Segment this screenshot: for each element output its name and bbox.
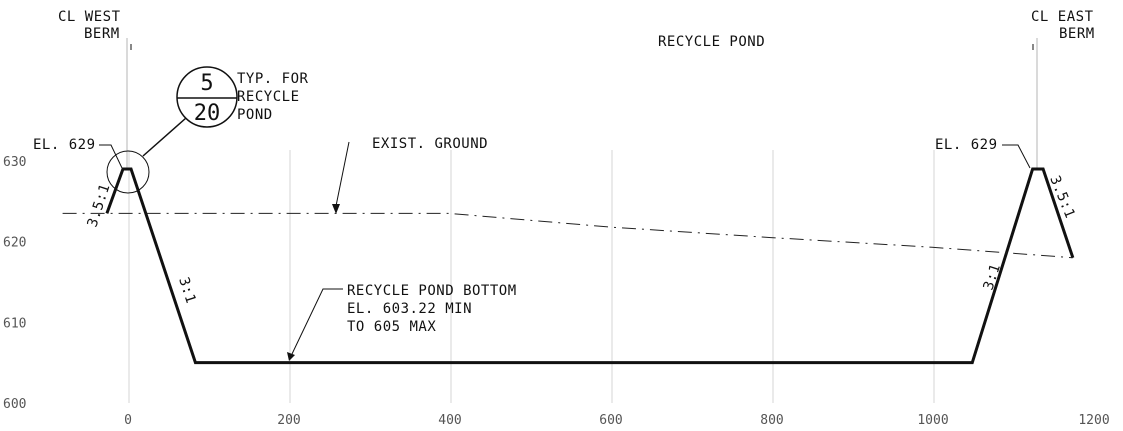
east-cl-label-2: BERM bbox=[1059, 26, 1095, 42]
detail-leader bbox=[142, 117, 187, 157]
pond-bottom-note-1: RECYCLE POND BOTTOM bbox=[347, 283, 517, 299]
exist-ground-leader bbox=[335, 141, 350, 207]
exist-ground-label: EXIST. GROUND bbox=[372, 136, 488, 152]
detail-bubble bbox=[176, 66, 238, 128]
east-cl-label-1: CL EAST bbox=[1031, 9, 1094, 25]
pond-profile-line bbox=[105, 167, 1075, 365]
typ-note-1: TYP. FOR bbox=[237, 71, 309, 87]
pond-bottom-arrowhead bbox=[287, 352, 295, 361]
x-tick-label: 600 bbox=[599, 413, 622, 428]
east-elevation-label: EL. 629 bbox=[935, 137, 998, 153]
west-cl-label-2: BERM bbox=[84, 26, 120, 42]
pond-bottom-note-2: EL. 603.22 MIN bbox=[347, 301, 472, 317]
slope-east-inner: 3:1 bbox=[981, 262, 1004, 292]
grid-layer bbox=[128, 150, 935, 403]
detail-target-circle bbox=[106, 150, 150, 194]
detail-bubble-top: 5 bbox=[200, 71, 213, 96]
x-tick-label: 1200 bbox=[1078, 413, 1109, 428]
y-tick-label: 610 bbox=[3, 316, 26, 331]
exist-ground-arrowhead bbox=[332, 204, 340, 214]
typ-note-2: RECYCLE bbox=[237, 89, 300, 105]
pond-bottom-leader bbox=[291, 288, 343, 355]
x-tick-label: 1000 bbox=[917, 413, 948, 428]
pond-bottom-note-3: TO 605 MAX bbox=[347, 319, 436, 335]
x-tick-label: 200 bbox=[277, 413, 300, 428]
west-cl-label-1: CL WEST bbox=[58, 9, 121, 25]
y-tick-label: 600 bbox=[3, 397, 26, 412]
west-elevation-label: EL. 629 bbox=[33, 137, 96, 153]
x-tick-label: 800 bbox=[760, 413, 783, 428]
y-tick-label: 630 bbox=[3, 155, 26, 170]
east-elevation-leader bbox=[1002, 144, 1031, 169]
y-tick-label: 620 bbox=[3, 236, 26, 251]
x-tick-label: 0 bbox=[124, 413, 132, 428]
x-tick-label: 400 bbox=[438, 413, 461, 428]
typ-note-3: POND bbox=[237, 107, 273, 123]
existing-ground-line bbox=[62, 212, 1073, 259]
axis-labels: 0 200 400 600 800 1000 1200 600 610 620 630 bbox=[3, 155, 1110, 428]
west-elevation-leader bbox=[99, 144, 123, 169]
detail-bubble-bottom: 20 bbox=[194, 101, 221, 126]
drawing-title: RECYCLE POND bbox=[658, 34, 765, 50]
slope-west-inner: 3:1 bbox=[175, 275, 198, 305]
